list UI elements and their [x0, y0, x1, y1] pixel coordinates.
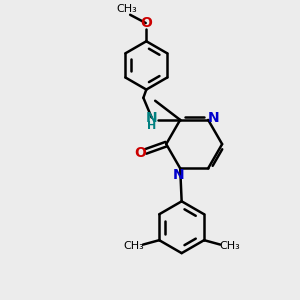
Text: CH₃: CH₃ [123, 241, 144, 251]
Text: O: O [134, 146, 146, 160]
Text: O: O [140, 16, 152, 30]
Text: N: N [208, 111, 219, 125]
Text: H: H [147, 122, 156, 131]
Text: N: N [146, 110, 158, 124]
Text: CH₃: CH₃ [219, 241, 240, 251]
Text: CH₃: CH₃ [117, 4, 138, 14]
Text: N: N [173, 168, 184, 182]
